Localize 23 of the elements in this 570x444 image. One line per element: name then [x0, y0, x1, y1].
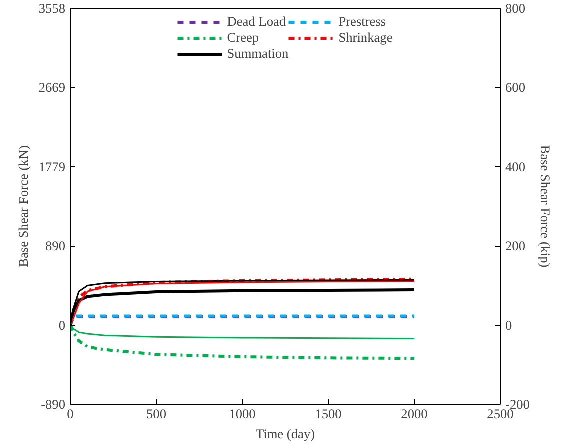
x-tick-label: 1000	[229, 406, 256, 422]
y-tick-label: -890	[41, 397, 66, 412]
y2-tick-label: 0	[506, 318, 512, 333]
y-tick-label: 3558	[38, 1, 66, 16]
y2-tick-label: 400	[506, 159, 526, 174]
y-tick-label: 890	[46, 238, 66, 254]
legend-label: Dead Load	[227, 14, 286, 30]
legend-label: Creep	[227, 30, 260, 46]
y2-tick-label: 600	[506, 80, 526, 96]
legend-label: Summation	[227, 46, 289, 62]
x-tick-label: 1500	[315, 406, 342, 422]
legend-label: Prestress	[338, 14, 386, 30]
y-tick-label: 0	[58, 318, 66, 333]
y2-tick-label: 800	[506, 1, 526, 16]
y-tick-label: 1779	[38, 159, 66, 174]
y-axis-title: Base Shear Force (kN)	[16, 146, 31, 268]
x-axis-title: Time (day)	[256, 426, 316, 442]
x-tick-label: 2000	[401, 406, 428, 422]
x-tick-label: 500	[146, 406, 167, 422]
y-tick-label: 2669	[38, 80, 66, 96]
y2-axis-title: Base Shear Force (kip)	[538, 145, 553, 268]
y2-tick-label: 200	[506, 238, 526, 254]
legend-label: Shrinkage	[338, 30, 393, 46]
